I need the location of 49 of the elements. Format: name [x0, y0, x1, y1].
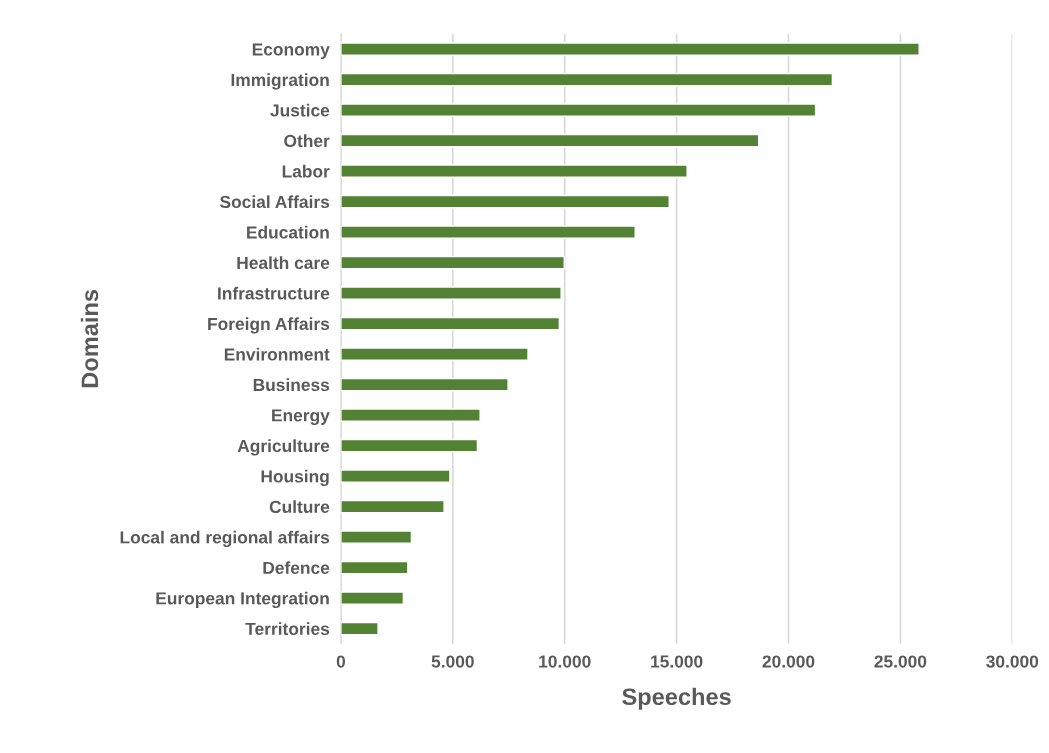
bar: [340, 255, 565, 270]
bar: [340, 133, 760, 148]
y-tick-label: Culture: [269, 500, 330, 514]
bar: [340, 42, 920, 56]
bar: [340, 225, 636, 239]
bar: [340, 591, 405, 605]
y-tick-label: Immigration: [231, 73, 329, 90]
y-tick-label: European Integration: [156, 591, 329, 609]
bar: [340, 72, 834, 87]
y-tick-label: Infrastructure: [218, 286, 330, 300]
bar: [340, 194, 670, 209]
y-tick-label: Agriculture: [237, 439, 330, 456]
y-tick-label: Business: [253, 378, 330, 392]
x-tick-label: 15.000: [651, 655, 703, 668]
bar: [340, 499, 445, 514]
y-tick-label: Foreign Affairs: [208, 317, 330, 334]
bar: [340, 164, 688, 178]
bar: [340, 530, 413, 544]
bar: [340, 469, 451, 483]
bar: [340, 377, 509, 392]
x-tick-label: 10.000: [539, 655, 591, 668]
x-tick-label: 30.000: [986, 655, 1039, 668]
bar: [340, 103, 817, 117]
y-tick-label: Education: [247, 225, 329, 239]
y-tick-label: Health care: [237, 256, 330, 270]
y-tick-label: Local and regional affairs: [120, 530, 330, 548]
y-tick-label: Defence: [263, 561, 330, 575]
y-tick-label: Labor: [282, 164, 330, 178]
y-tick-label: Housing: [261, 469, 329, 487]
x-tick-label: 20.000: [762, 655, 815, 668]
bar: [340, 621, 379, 636]
y-tick-label: Environment: [224, 347, 330, 361]
y-tick-label: Other: [284, 134, 330, 148]
y-tick-label: Energy: [272, 409, 330, 426]
bar: [340, 316, 561, 331]
y-axis-title: Domains: [80, 289, 99, 388]
x-tick-label: 0: [336, 655, 346, 668]
y-tick-label: Justice: [270, 103, 330, 117]
x-tick-label: 5.000: [431, 655, 474, 668]
bar: [340, 408, 481, 422]
bar: [340, 438, 479, 453]
x-tick-label: 25.000: [874, 655, 927, 668]
y-tick-label: Territories: [245, 622, 330, 636]
bar: [340, 347, 529, 361]
bar: [340, 560, 409, 575]
y-tick-label: Social Affairs: [220, 195, 330, 209]
bar: [340, 286, 562, 300]
x-axis-title: Speeches: [622, 687, 731, 710]
y-tick-label: Economy: [252, 43, 330, 60]
